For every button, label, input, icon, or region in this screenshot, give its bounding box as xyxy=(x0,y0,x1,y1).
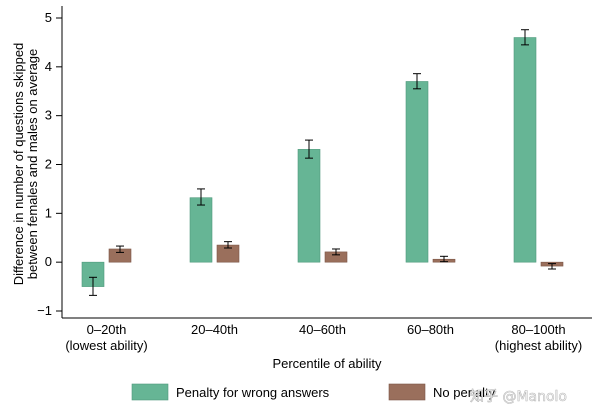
error-bar xyxy=(197,188,205,206)
bar-penalty xyxy=(189,197,213,263)
error-bar xyxy=(548,263,556,270)
x-category-label: 60–80th xyxy=(407,322,454,337)
x-category-label: 80–100th xyxy=(511,322,565,337)
y-axis-title-line: between females and males on average xyxy=(25,49,40,280)
error-bar xyxy=(440,255,448,263)
y-axis-title-line: Difference in number of questions skippe… xyxy=(11,43,26,286)
x-axis-title: Percentile of ability xyxy=(272,356,382,371)
x-category-label: 0–20th xyxy=(87,322,127,337)
error-bar xyxy=(305,139,313,159)
error-bar xyxy=(332,248,340,256)
x-category-label: (highest ability) xyxy=(495,338,582,353)
y-ticks: −1 0 1 2 3 4 5 xyxy=(37,10,62,318)
y-tick-label: 0 xyxy=(45,254,52,269)
bar-penalty xyxy=(297,149,321,263)
legend-label-no-penalty: No penalty xyxy=(433,385,496,400)
y-axis-title: Difference in number of questions skippe… xyxy=(11,43,40,286)
watermark-text: 知乎 @Manolo xyxy=(470,388,567,405)
error-bar xyxy=(521,29,529,46)
y-tick-label: 3 xyxy=(45,108,52,123)
y-tick-label: 4 xyxy=(45,59,52,74)
y-tick-label: 2 xyxy=(45,157,52,172)
x-category-label: 20–40th xyxy=(191,322,238,337)
legend: Penalty for wrong answers No penalty xyxy=(131,383,496,401)
y-tick-label: 5 xyxy=(45,10,52,25)
error-bar xyxy=(89,276,97,296)
y-tick-label: −1 xyxy=(37,303,52,318)
error-bar xyxy=(224,241,232,249)
x-category-label: (lowest ability) xyxy=(65,338,147,353)
legend-label-penalty: Penalty for wrong answers xyxy=(176,385,330,400)
legend-swatch-penalty xyxy=(131,383,169,401)
x-category-label: 40–60th xyxy=(299,322,346,337)
axes xyxy=(61,6,592,319)
error-bar xyxy=(413,73,421,90)
error-bars xyxy=(89,29,556,296)
y-tick-label: 1 xyxy=(45,205,52,220)
category-labels: 0–20th(lowest ability) 20–40th 40–60th 60–8… xyxy=(65,322,582,353)
bars xyxy=(81,37,564,287)
bar-penalty xyxy=(405,81,429,263)
legend-swatch-no-penalty xyxy=(388,383,426,401)
bar-penalty xyxy=(513,37,537,263)
error-bar xyxy=(116,245,124,253)
